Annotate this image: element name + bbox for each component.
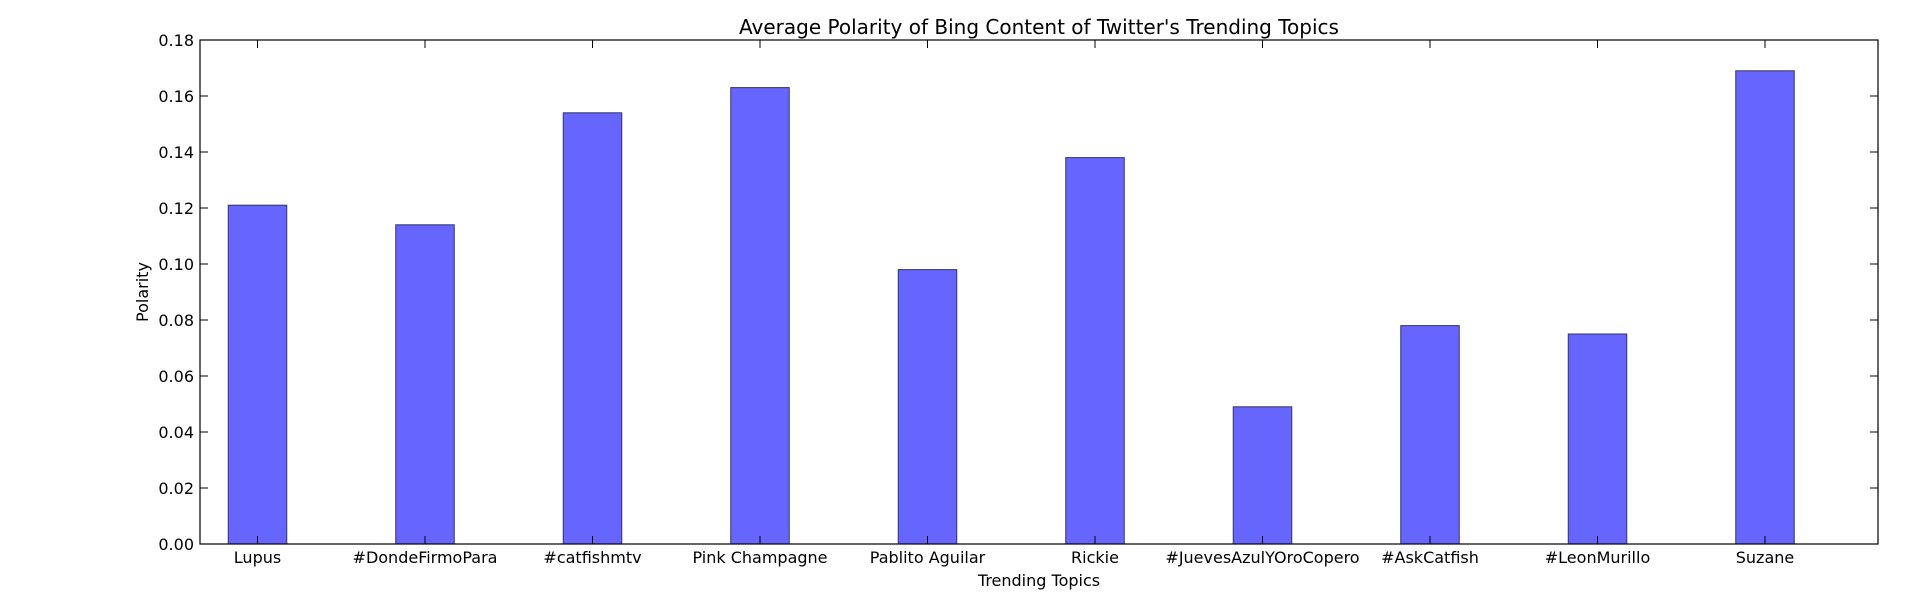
bars-group: [227, 70, 1795, 545]
y-tick-label: 0.10: [158, 255, 194, 274]
x-tick-label: #catfishmtv: [543, 548, 641, 567]
y-tick-label: 0.12: [158, 199, 194, 218]
bar: [1232, 406, 1293, 545]
y-tick-label: 0.02: [158, 479, 194, 498]
bar: [1567, 333, 1628, 545]
bar: [1065, 157, 1125, 545]
x-tick-label: Pink Champagne: [692, 548, 827, 567]
x-ticks-group: Lupus #DondeFirmoPara #catfishmtv Pink Cham…: [234, 40, 1794, 567]
x-tick-label: Pablito Aguilar: [870, 548, 986, 567]
bar: [227, 204, 288, 545]
x-tick-label: Rickie: [1071, 548, 1119, 567]
y-tick-label: 0.14: [158, 143, 194, 162]
y-tick-label: 0.06: [158, 367, 194, 386]
bar: [395, 224, 455, 545]
x-tick-label: #JuevesAzulYOroCopero: [1165, 548, 1359, 567]
y-tick-label: 0.16: [158, 87, 194, 106]
x-tick-label: Suzane: [1736, 548, 1794, 567]
bar: [1735, 70, 1795, 545]
y-axis-label: Polarity: [133, 262, 152, 322]
chart-title: Average Polarity of Bing Content of Twit…: [739, 15, 1339, 39]
bar: [1400, 325, 1460, 545]
bar: [730, 87, 790, 545]
y-ticks-group: 0.00 0.02 0.04 0.06 0.08 0.10 0.12 0.14 0.16 0.18: [158, 31, 1878, 554]
bar: [562, 112, 623, 545]
x-tick-label: #LeonMurillo: [1545, 548, 1650, 567]
bar: [897, 269, 958, 545]
plot-frame: [199, 39, 1879, 545]
y-tick-label: 0.00: [158, 535, 194, 554]
x-tick-label: Lupus: [234, 548, 281, 567]
y-tick-label: 0.04: [158, 423, 194, 442]
x-tick-label: #AskCatfish: [1381, 548, 1479, 567]
y-tick-label: 0.18: [158, 31, 194, 50]
x-tick-label: #DondeFirmoPara: [353, 548, 498, 567]
y-tick-label: 0.08: [158, 311, 194, 330]
x-axis-label: Trending Topics: [977, 571, 1100, 590]
